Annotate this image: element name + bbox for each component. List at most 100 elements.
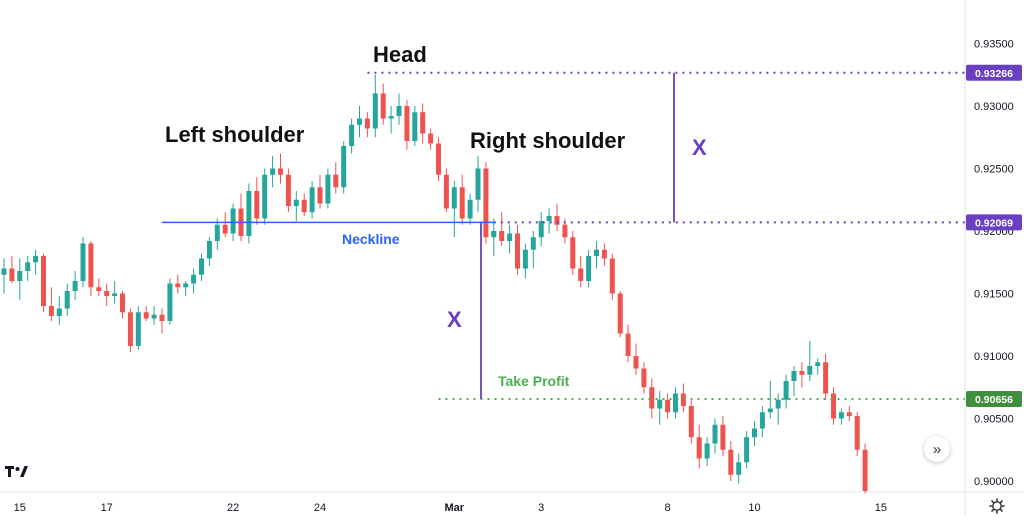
- y-tick-label: 0.90500: [974, 414, 1014, 426]
- tradingview-logo: [4, 463, 32, 481]
- candle-body: [293, 199, 299, 206]
- candle-body: [680, 393, 686, 406]
- candle-body: [451, 187, 457, 209]
- candle-body: [396, 106, 402, 116]
- price-tag-label: 0.90656: [975, 394, 1013, 406]
- candle-body: [752, 428, 757, 438]
- candle-body: [538, 221, 544, 238]
- price-tag: [966, 391, 1022, 407]
- candle-body: [744, 437, 750, 463]
- candle-body: [412, 112, 418, 141]
- candle-body: [175, 283, 181, 288]
- y-tick-label: 0.91000: [974, 351, 1014, 363]
- candle-body: [491, 231, 497, 238]
- candle-body: [609, 258, 615, 294]
- candle-body: [601, 249, 607, 259]
- candle-body: [56, 308, 62, 316]
- x-tick-label: 10: [748, 502, 760, 514]
- candle-body: [388, 116, 394, 119]
- candle-body: [357, 118, 362, 125]
- candle-body: [230, 208, 236, 234]
- scroll-to-realtime-button[interactable]: »: [924, 436, 950, 462]
- y-tick-label: 0.93500: [974, 39, 1014, 51]
- candle-body: [214, 224, 220, 241]
- candle-body: [649, 387, 655, 409]
- candle-body: [285, 174, 291, 206]
- candle-body: [688, 406, 694, 438]
- candle-body: [420, 112, 426, 134]
- candle-body: [41, 256, 46, 306]
- candle-body: [183, 283, 189, 288]
- candle-body: [554, 216, 560, 225]
- candle-body: [120, 293, 125, 313]
- candle-body: [586, 256, 592, 281]
- gear-icon: [989, 498, 1005, 514]
- candle-body: [617, 293, 623, 334]
- candle-body: [317, 187, 323, 204]
- candle-body: [673, 393, 678, 413]
- x-tick-label: 8: [665, 502, 671, 514]
- y-tick-label: 0.92500: [974, 164, 1014, 176]
- x-tick-label: Mar: [445, 502, 465, 514]
- candle-body: [831, 393, 836, 419]
- take-profit-label: Take Profit: [498, 373, 570, 389]
- candle-body: [696, 437, 702, 459]
- candle-body: [712, 424, 718, 444]
- candle-body: [578, 268, 584, 281]
- candle-body: [807, 366, 813, 375]
- candle-body: [33, 256, 39, 263]
- candle-body: [562, 224, 568, 238]
- candle-body: [775, 399, 781, 409]
- candle-body: [270, 168, 276, 175]
- price-tag: [966, 64, 1022, 81]
- candle-body: [767, 408, 773, 413]
- neckline-label: Neckline: [342, 231, 400, 247]
- candle-body: [48, 306, 54, 316]
- candle-body: [364, 118, 370, 129]
- chevrons-right-icon: »: [932, 440, 942, 458]
- candle-body: [507, 233, 513, 241]
- candle-body: [515, 233, 520, 269]
- candle-body: [720, 424, 726, 450]
- candle-body: [791, 371, 797, 381]
- candle-body: [301, 199, 307, 213]
- candle-body: [499, 231, 505, 241]
- candle-body: [815, 362, 821, 366]
- candle-body: [641, 368, 647, 388]
- candle-body: [309, 187, 315, 213]
- candle-body: [349, 124, 355, 146]
- candle-body: [246, 191, 252, 236]
- candle-body: [72, 281, 78, 291]
- candle-body: [475, 168, 481, 200]
- candle-body: [846, 412, 852, 416]
- candle-body: [657, 399, 663, 409]
- candle-body: [625, 333, 631, 356]
- candle-body: [838, 412, 844, 419]
- candle-body: [704, 443, 710, 459]
- chart-settings-button[interactable]: [986, 497, 1008, 515]
- candle-body: [206, 241, 212, 259]
- candle-body: [854, 416, 860, 450]
- candle-body: [278, 168, 283, 175]
- x-label-lower: X: [447, 307, 462, 332]
- x-tick-label: 17: [101, 502, 113, 514]
- candle-body: [783, 381, 789, 400]
- candle-body: [127, 312, 133, 346]
- candle-body: [380, 93, 386, 119]
- x-label-upper: X: [692, 135, 707, 160]
- candle-body: [443, 174, 449, 209]
- candle-body: [64, 291, 70, 309]
- candle-body: [151, 314, 157, 319]
- candle-body: [522, 249, 528, 269]
- candle-body: [262, 174, 268, 219]
- candle-body: [254, 191, 260, 219]
- candle-body: [96, 287, 102, 291]
- candle-body: [1, 268, 7, 275]
- candle-body: [167, 283, 173, 321]
- candle-body: [104, 291, 110, 296]
- candle-body: [159, 314, 165, 321]
- candle-body: [633, 356, 639, 369]
- right-shoulder-label: Right shoulder: [470, 128, 626, 153]
